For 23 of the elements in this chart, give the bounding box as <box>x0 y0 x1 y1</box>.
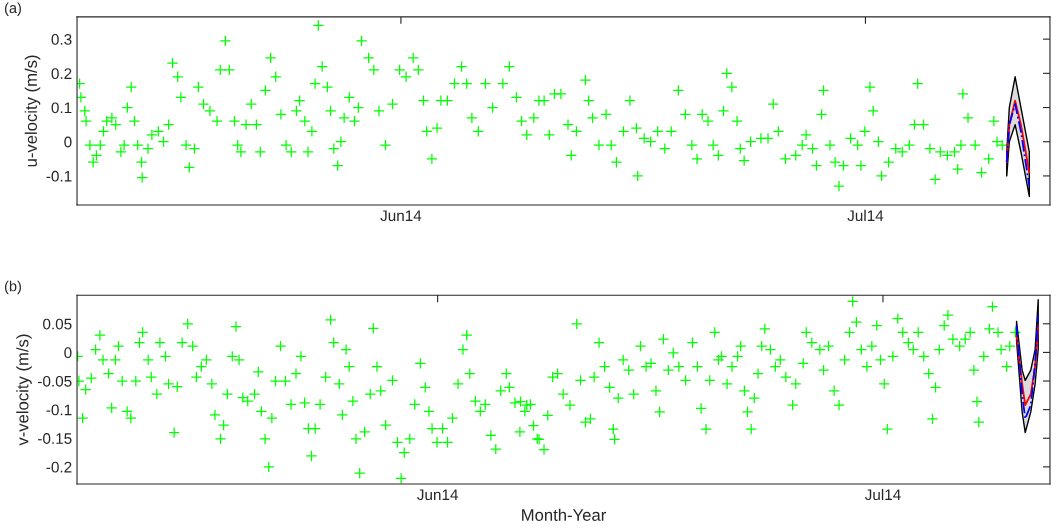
y-tick-label: 0 <box>64 347 72 359</box>
y-tick-label: -0.1 <box>46 404 72 416</box>
y-tick-label: -0.05 <box>38 375 72 387</box>
y-tick-label: 0.3 <box>51 34 72 45</box>
text: (b) <box>4 280 21 295</box>
line-series <box>1015 314 1040 420</box>
x-tick-label: Jun14 <box>380 210 422 222</box>
y-tick-label: -0.15 <box>38 433 72 444</box>
x-tick-label: Jun14 <box>417 489 458 501</box>
x-tick-label: Jul14 <box>847 209 884 222</box>
x-axis-title: Month-Year <box>522 508 606 521</box>
y-tick-label: 0 <box>64 136 72 148</box>
line-series <box>1005 103 1031 188</box>
y-axis-title: u-velocity (m/s) <box>24 55 41 167</box>
text: (a) <box>4 2 21 16</box>
y-tick-label: -0.1 <box>46 170 72 182</box>
y-tick-label: 0.2 <box>51 68 72 80</box>
x-tick-label: Jul14 <box>864 488 901 501</box>
y-axis-title: v-velocity (m/s) <box>16 334 32 446</box>
y-tick-label: -0.2 <box>46 461 72 473</box>
line-series <box>1015 324 1040 406</box>
y-tick-label: 0.1 <box>51 102 72 114</box>
y-tick-label: 0.05 <box>43 318 72 330</box>
